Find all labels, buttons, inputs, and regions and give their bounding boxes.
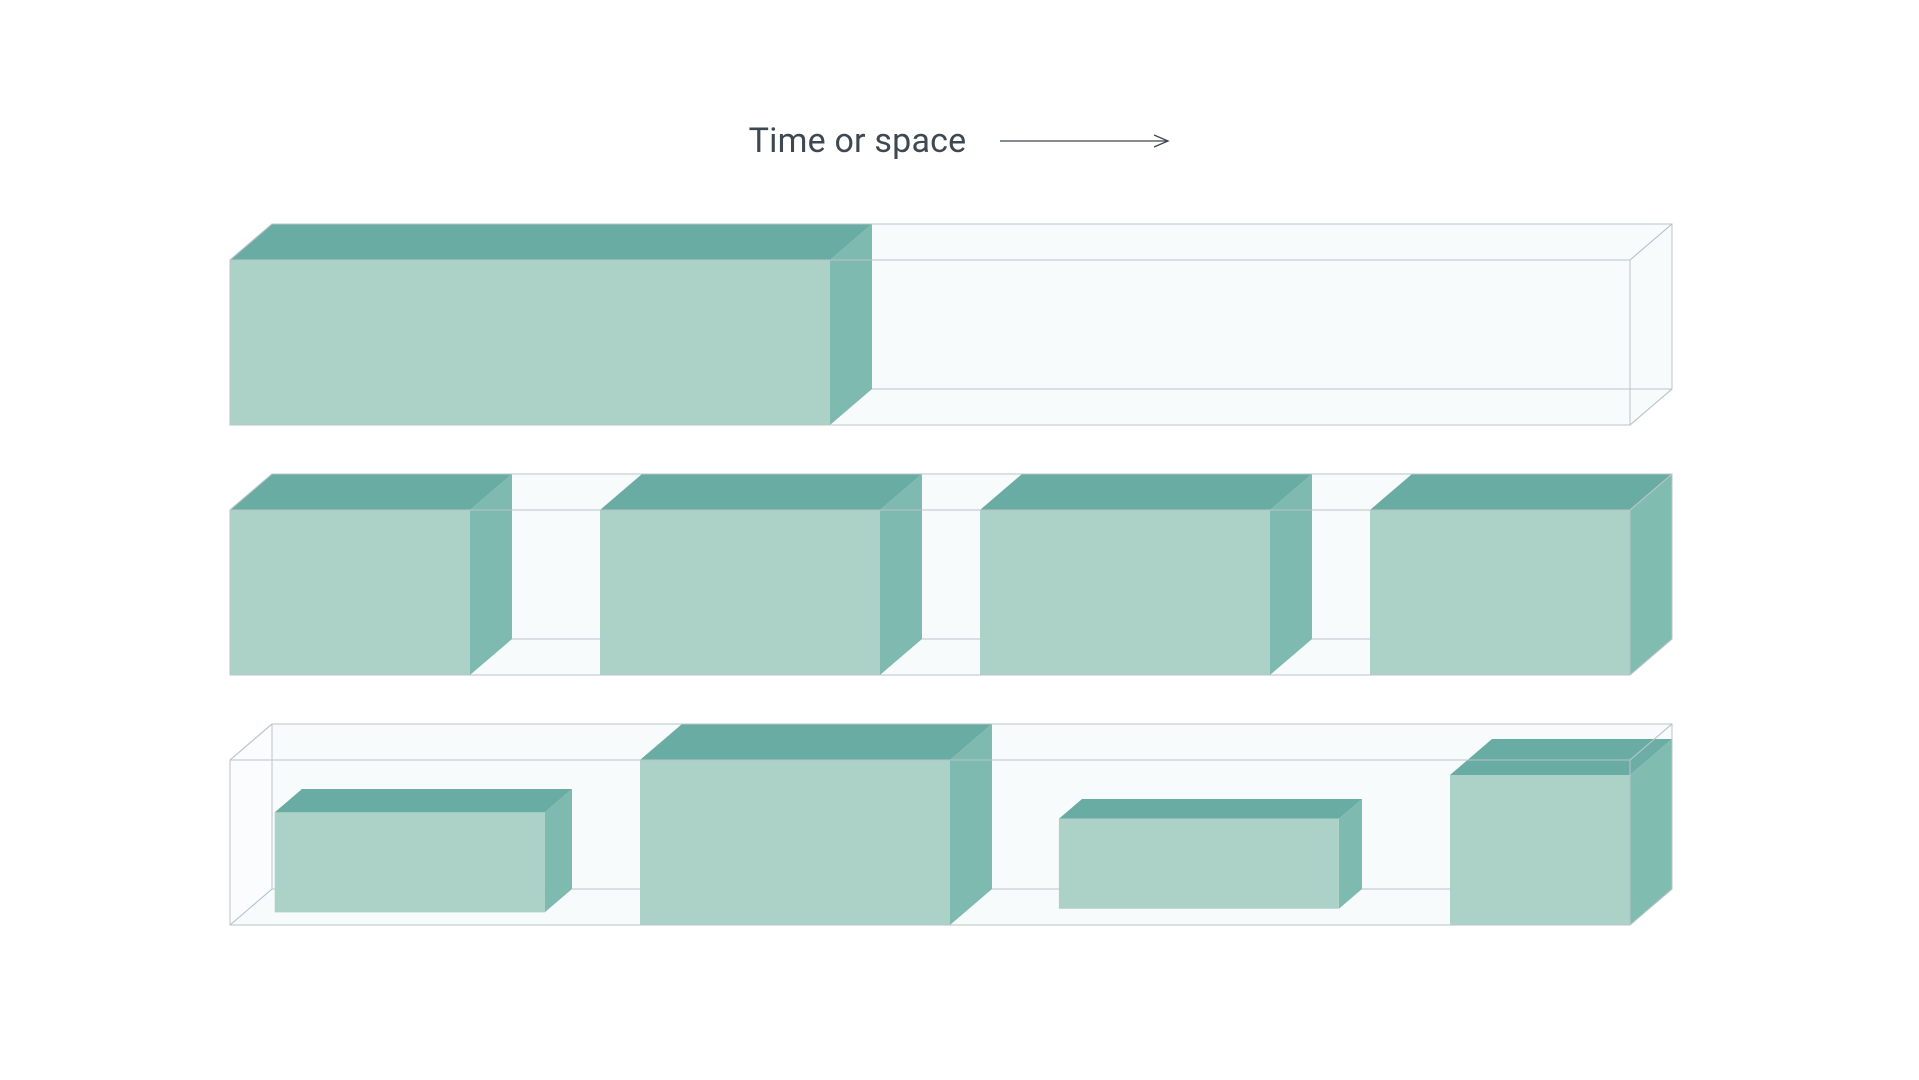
container-row xyxy=(230,224,1672,425)
memory-diagram xyxy=(0,0,1919,1080)
diagram-stage: Time or space xyxy=(0,0,1919,1080)
container-row xyxy=(230,474,1672,675)
container-row xyxy=(230,724,1672,925)
